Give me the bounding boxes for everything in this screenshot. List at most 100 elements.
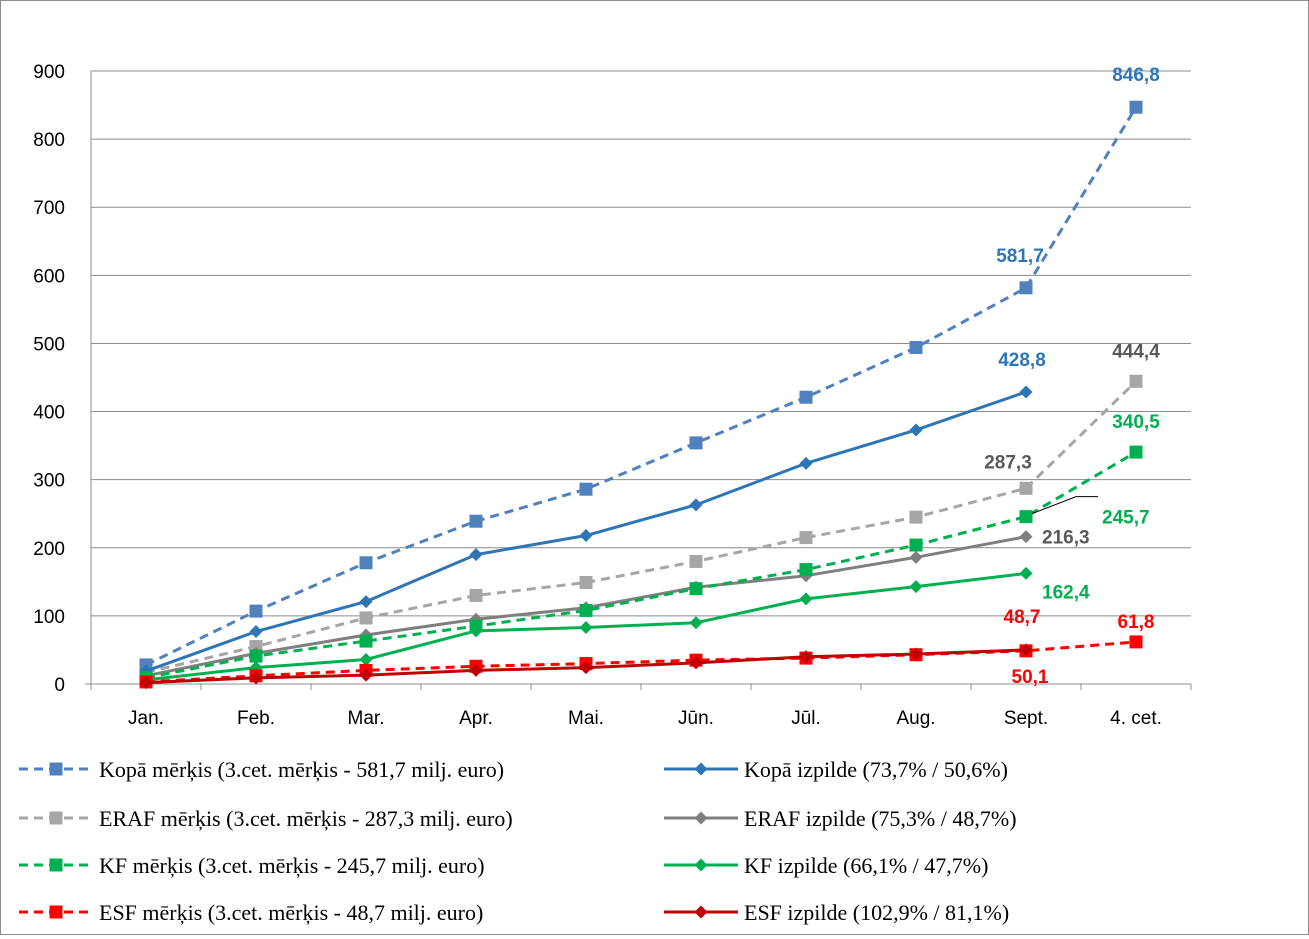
diamond-marker — [689, 498, 703, 512]
x-tick-label: Jūl. — [791, 708, 821, 729]
diamond-marker — [909, 647, 923, 661]
square-marker — [1019, 481, 1033, 495]
diamond-marker — [799, 456, 813, 470]
square-marker — [49, 811, 63, 825]
diamond-marker — [799, 592, 813, 606]
y-tick-label: 300 — [33, 471, 65, 492]
square-marker — [1129, 100, 1143, 114]
legend-item-4: KF mērķis (3.cet. mērķis - 245,7 milj. e… — [19, 853, 485, 878]
square-marker — [1129, 445, 1143, 459]
series-5 — [139, 566, 1033, 687]
square-marker — [1019, 281, 1033, 295]
legend-label: Kopā izpilde (73,7% / 50,6%) — [744, 757, 1008, 782]
diamond-marker — [909, 550, 923, 564]
diamond-marker — [249, 625, 263, 639]
series-line — [145, 380, 1138, 674]
diamond-marker — [469, 548, 483, 562]
y-tick-label: 700 — [33, 198, 65, 219]
x-tick-label: Jūn. — [678, 708, 714, 729]
square-marker — [909, 538, 923, 552]
square-marker — [909, 341, 923, 355]
x-tick-label: Apr. — [459, 708, 493, 729]
y-tick-label: 600 — [33, 266, 65, 287]
legend-label: ERAF izpilde (75,3% / 48,7%) — [744, 806, 1017, 831]
diamond-marker — [689, 656, 703, 670]
diamond-marker — [579, 529, 593, 543]
square-marker — [579, 603, 593, 617]
diamond-marker — [1019, 566, 1033, 580]
x-tick-label: Aug. — [896, 708, 935, 729]
x-tick-label: Mai. — [568, 708, 604, 729]
data-label: 287,3 — [984, 452, 1032, 473]
square-marker — [579, 482, 593, 496]
diamond-marker — [694, 905, 708, 919]
x-tick-label: Jan. — [128, 708, 164, 729]
diamond-marker — [1019, 385, 1033, 399]
data-labels: 846,8 581,7 428,8 444,4 287,3 216,3 340,5 245,7… — [984, 65, 1160, 688]
legend-label: ESF izpilde (102,9% / 81,1%) — [744, 900, 1009, 925]
data-label: 50,1 — [1012, 667, 1049, 688]
data-label: 61,8 — [1118, 612, 1155, 633]
y-tick-label: 200 — [33, 539, 65, 560]
series-7 — [139, 643, 1033, 690]
y-tick-label: 400 — [33, 403, 65, 424]
square-marker — [359, 634, 373, 648]
data-label: 340,5 — [1112, 412, 1160, 433]
data-label: 162,4 — [1042, 582, 1090, 603]
diamond-marker — [139, 676, 153, 690]
data-label: 428,8 — [998, 350, 1046, 371]
data-label: 48,7 — [1004, 607, 1041, 628]
square-marker — [49, 762, 63, 776]
series-1 — [139, 385, 1033, 678]
leader-line — [1031, 496, 1098, 515]
diamond-marker — [799, 650, 813, 664]
y-tick-label: 800 — [33, 130, 65, 151]
square-marker — [249, 649, 263, 663]
x-tick-label: Feb. — [237, 708, 275, 729]
square-marker — [359, 556, 373, 570]
diamond-marker — [909, 580, 923, 594]
square-marker — [799, 390, 813, 404]
diamond-marker — [694, 762, 708, 776]
legend-label: ESF mērķis (3.cet. mērķis - 48,7 milj. e… — [99, 900, 483, 925]
series-0 — [139, 100, 1143, 672]
y-tick-label: 900 — [33, 62, 65, 83]
diamond-marker — [359, 595, 373, 609]
square-marker — [1129, 635, 1143, 649]
axes: 0 100 200 300 400 500 600 700 800 900 Jan. Feb. Mar.… — [33, 62, 1192, 729]
diamond-marker — [579, 620, 593, 634]
series-layer — [139, 100, 1143, 690]
legend-item-0: Kopā mērķis (3.cet. mērķis - 581,7 milj.… — [19, 757, 504, 782]
x-tick-label: 4. cet. — [1110, 708, 1162, 729]
diamond-marker — [1019, 643, 1033, 657]
diamond-marker — [579, 661, 593, 675]
x-tick-label: Sept. — [1004, 708, 1048, 729]
square-marker — [689, 554, 703, 568]
gridlines — [91, 70, 1191, 617]
diamond-marker — [1019, 530, 1033, 544]
diamond-marker — [249, 671, 263, 685]
square-marker — [469, 588, 483, 602]
legend-label: KF mērķis (3.cet. mērķis - 245,7 milj. e… — [99, 853, 485, 878]
diamond-marker — [359, 668, 373, 682]
data-label: 245,7 — [1102, 508, 1150, 529]
legend-label: ERAF mērķis (3.cet. mērķis - 287,3 milj.… — [99, 806, 513, 831]
square-marker — [799, 531, 813, 545]
diamond-marker — [469, 663, 483, 677]
square-marker — [469, 514, 483, 528]
data-label: 444,4 — [1112, 341, 1160, 362]
legend-label: KF izpilde (66,1% / 47,7%) — [744, 853, 988, 878]
data-label: 846,8 — [1112, 65, 1160, 86]
x-tick-label: Mar. — [348, 708, 385, 729]
y-tick-label: 0 — [54, 675, 65, 696]
legend-item-7: ESF izpilde (102,9% / 81,1%) — [664, 900, 1009, 925]
legend: Kopā mērķis (3.cet. mērķis - 581,7 milj.… — [19, 757, 1017, 925]
data-label: 581,7 — [996, 246, 1044, 267]
legend-item-5: KF izpilde (66,1% / 47,7%) — [664, 853, 988, 878]
series-line — [145, 450, 1137, 680]
square-marker — [249, 604, 263, 618]
y-tick-label: 100 — [33, 607, 65, 628]
square-marker — [49, 858, 63, 872]
